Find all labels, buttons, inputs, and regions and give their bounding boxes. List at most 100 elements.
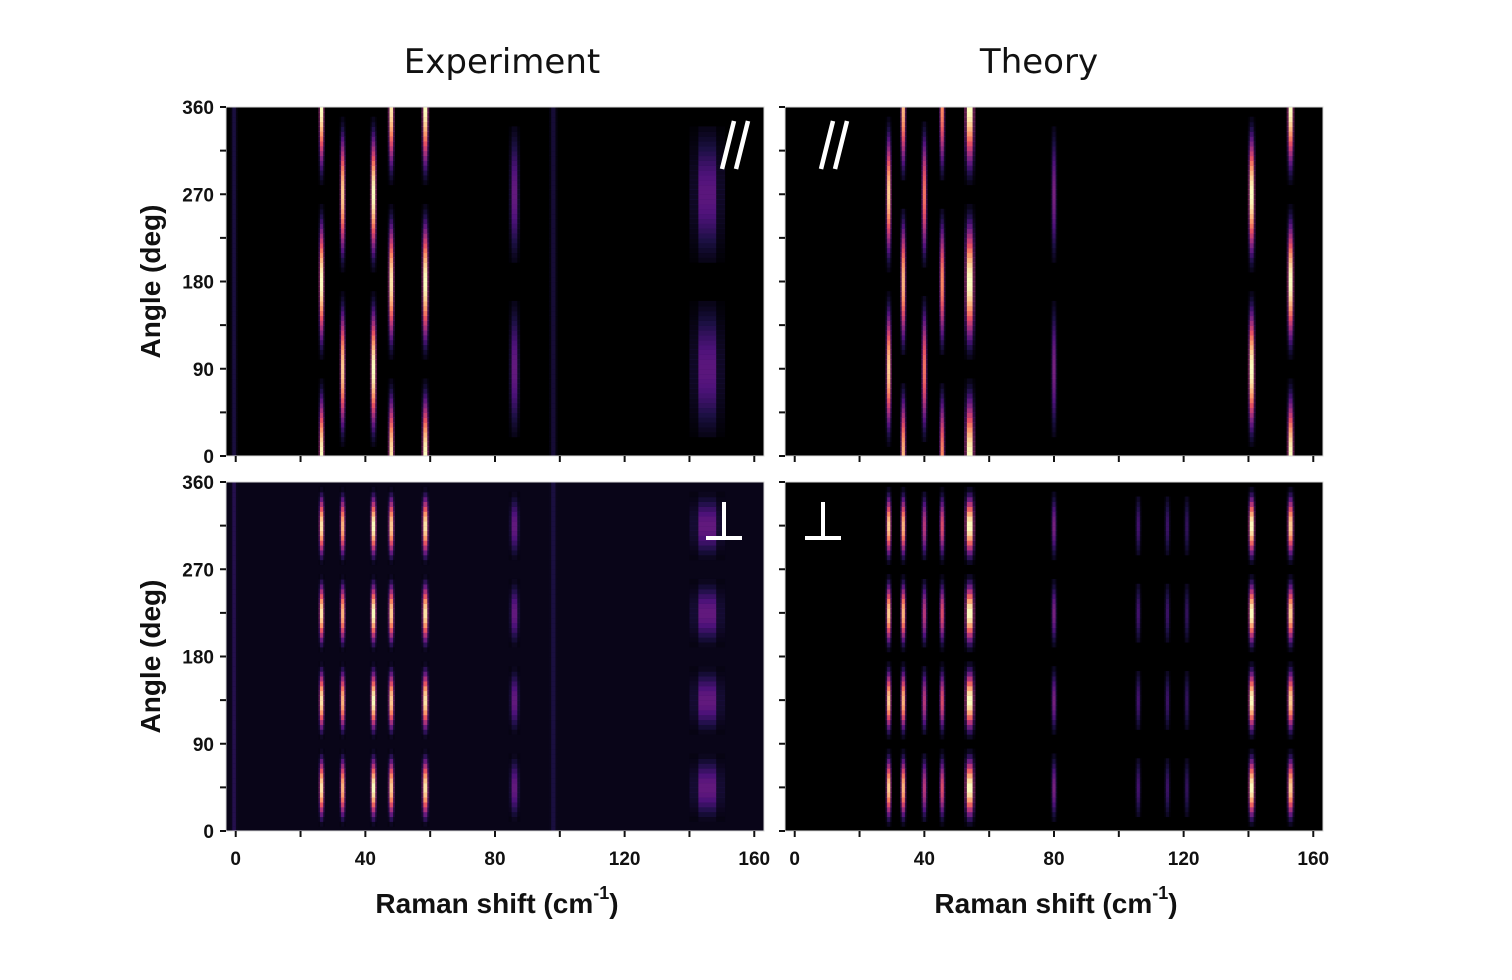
peak-segment: [966, 383, 973, 389]
peak-segment: [320, 329, 324, 336]
peak-segment: [511, 208, 518, 215]
peak-segment: [551, 242, 556, 249]
peak-segment: [1249, 506, 1254, 512]
peak-segment: [1288, 397, 1293, 404]
peak-segment: [698, 179, 717, 186]
peak-segment: [1185, 515, 1189, 522]
peak-segment: [1136, 612, 1140, 619]
peak-segment: [423, 218, 428, 224]
peak-segment: [901, 329, 905, 336]
peak-segment: [371, 426, 376, 433]
peak-segment: [320, 515, 324, 522]
peak-segment: [1288, 559, 1293, 566]
peak-segment: [1249, 821, 1254, 827]
raman-peak-stripe: [885, 486, 892, 827]
x-tick-label: 120: [1168, 849, 1200, 870]
peak-segment: [1185, 685, 1189, 692]
peak-segment: [423, 801, 428, 808]
peak-segment: [901, 583, 905, 590]
peak-segment: [389, 763, 394, 769]
peak-segment: [1249, 233, 1254, 239]
peak-segment: [551, 758, 556, 764]
raman-peak-stripe: [938, 486, 946, 827]
column-title: Experiment: [404, 42, 600, 82]
peak-segment: [320, 174, 324, 181]
peak-segment: [966, 203, 973, 210]
peak-segment: [1249, 407, 1254, 413]
peak-segment: [341, 593, 345, 599]
peak-segment: [423, 637, 428, 643]
peak-segment: [966, 554, 973, 561]
peak-segment: [922, 378, 926, 384]
peak-segment: [511, 593, 518, 599]
peak-segment: [341, 131, 345, 137]
peak-segment: [901, 441, 905, 447]
peak-segment: [922, 685, 926, 692]
peak-segment: [551, 262, 556, 268]
peak-segment: [389, 276, 394, 283]
peak-segment: [1136, 806, 1140, 813]
peak-segment: [341, 325, 345, 331]
peak-segment: [887, 806, 891, 813]
peak-segment: [551, 593, 556, 599]
peak-segment: [940, 520, 944, 527]
peak-segment: [389, 709, 394, 716]
y-tick-label: 360: [182, 98, 214, 119]
peak-segment: [922, 588, 926, 595]
peak-segment: [371, 266, 376, 273]
peak-segment: [1136, 714, 1140, 721]
peak-segment: [901, 680, 905, 687]
peak-segment: [940, 501, 944, 507]
peak-segment: [698, 194, 717, 200]
y-tick-label: 180: [182, 648, 214, 669]
peak-segment: [1288, 223, 1293, 229]
peak-segment: [371, 641, 376, 648]
peak-segment: [341, 753, 345, 759]
peak-segment: [511, 695, 518, 701]
peak-segment: [551, 763, 556, 769]
peak-segment: [551, 383, 556, 389]
peak-segment: [966, 704, 973, 711]
peak-segment: [551, 540, 556, 546]
peak-segment: [423, 407, 428, 413]
peak-segment: [389, 422, 394, 428]
peak-segment: [901, 233, 905, 239]
peak-segment: [423, 174, 428, 181]
peak-segment: [966, 763, 973, 769]
peak-segment: [887, 165, 891, 171]
peak-segment: [232, 782, 236, 788]
peak-segment: [371, 150, 376, 157]
peak-segment: [901, 412, 905, 418]
peak-segment: [511, 339, 518, 346]
peak-segment: [1249, 363, 1254, 370]
peak-segment: [887, 801, 891, 808]
peak-segment: [423, 549, 428, 556]
peak-segment: [232, 431, 236, 438]
peak-segment: [922, 763, 926, 769]
peak-segment: [901, 213, 905, 220]
peak-segment: [922, 199, 926, 205]
peak-segment: [1052, 637, 1056, 643]
peak-segment: [698, 758, 717, 764]
peak-segment: [698, 223, 717, 229]
peak-segment: [371, 325, 376, 331]
peak-segment: [966, 223, 973, 229]
peak-segment: [1288, 734, 1293, 740]
peak-segment: [901, 545, 905, 551]
peak-segment: [551, 179, 556, 186]
peak-segment: [1249, 354, 1254, 360]
peak-segment: [423, 685, 428, 692]
peak-segment: [389, 695, 394, 701]
peak-segment: [232, 646, 236, 653]
peak-segment: [1288, 506, 1293, 512]
peak-segment: [389, 530, 394, 536]
peak-segment: [341, 811, 345, 818]
peak-segment: [1185, 763, 1189, 769]
peak-segment: [901, 501, 905, 507]
peak-segment: [966, 349, 973, 355]
peak-segment: [940, 806, 944, 813]
peak-segment: [389, 554, 394, 561]
peak-segment: [423, 598, 428, 604]
peak-segment: [1185, 540, 1189, 546]
peak-segment: [698, 247, 717, 254]
